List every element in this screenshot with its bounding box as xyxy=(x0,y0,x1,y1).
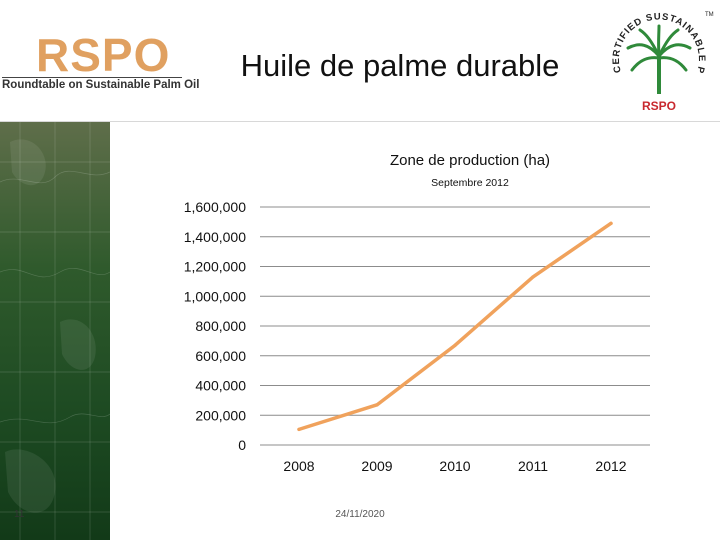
logo-wordmark: RSPO xyxy=(36,29,171,81)
x-tick-label: 2008 xyxy=(283,458,314,474)
chart-subtitle: Septembre 2012 xyxy=(431,177,509,189)
slide-number: 11 xyxy=(14,509,25,520)
x-tick-label: 2009 xyxy=(361,458,392,474)
y-tick-label: 1,600,000 xyxy=(184,199,246,215)
palm-tree-icon xyxy=(626,24,692,94)
certified-seal: CERTIFIED SUSTAINABLE PALM OIL RSPO TM xyxy=(600,0,714,118)
x-tick-label: 2010 xyxy=(439,458,470,474)
seal-trademark: TM xyxy=(705,12,714,18)
production-area-chart: Zone de production (ha) Septembre 2012 0… xyxy=(110,130,720,530)
data-point xyxy=(531,275,535,279)
decorative-map-sidebar xyxy=(0,122,110,540)
header-divider xyxy=(0,121,720,122)
x-tick-label: 2012 xyxy=(595,458,626,474)
data-point xyxy=(297,427,301,431)
svg-text:CERTIFIED SUSTAINABLE PALM OIL: CERTIFIED SUSTAINABLE PALM OIL xyxy=(604,6,707,75)
y-tick-label: 600,000 xyxy=(195,348,246,364)
logo-tagline: Roundtable on Sustainable Palm Oil xyxy=(2,79,200,91)
chart-title: Zone de production (ha) xyxy=(389,152,551,169)
chart-plot: 0 200,000 400,000 600,000 800,000 1,000,000 1,… xyxy=(184,199,650,474)
map-texture xyxy=(0,122,110,540)
y-tick-label: 0 xyxy=(238,437,246,453)
seal-ring-text: CERTIFIED SUSTAINABLE PALM OIL xyxy=(600,0,707,75)
seal-brand: RSPO xyxy=(642,99,676,113)
y-tick-label: 1,400,000 xyxy=(184,229,246,245)
logo-rule xyxy=(2,77,182,78)
y-tick-label: 1,200,000 xyxy=(184,259,246,275)
data-point xyxy=(375,403,379,407)
y-tick-label: 400,000 xyxy=(195,378,246,394)
x-tick-label: 2011 xyxy=(518,458,548,474)
y-tick-label: 200,000 xyxy=(195,407,246,423)
slide-date: 24/11/2020 xyxy=(335,509,385,520)
y-tick-label: 800,000 xyxy=(195,318,246,334)
rspo-logo: RSPO Roundtable on Sustainable Palm Oil xyxy=(2,29,199,100)
y-tick-label: 1,000,000 xyxy=(184,288,246,304)
slide-title: Huile de palme durable xyxy=(240,48,560,83)
data-point xyxy=(609,221,613,225)
data-point xyxy=(453,343,457,347)
